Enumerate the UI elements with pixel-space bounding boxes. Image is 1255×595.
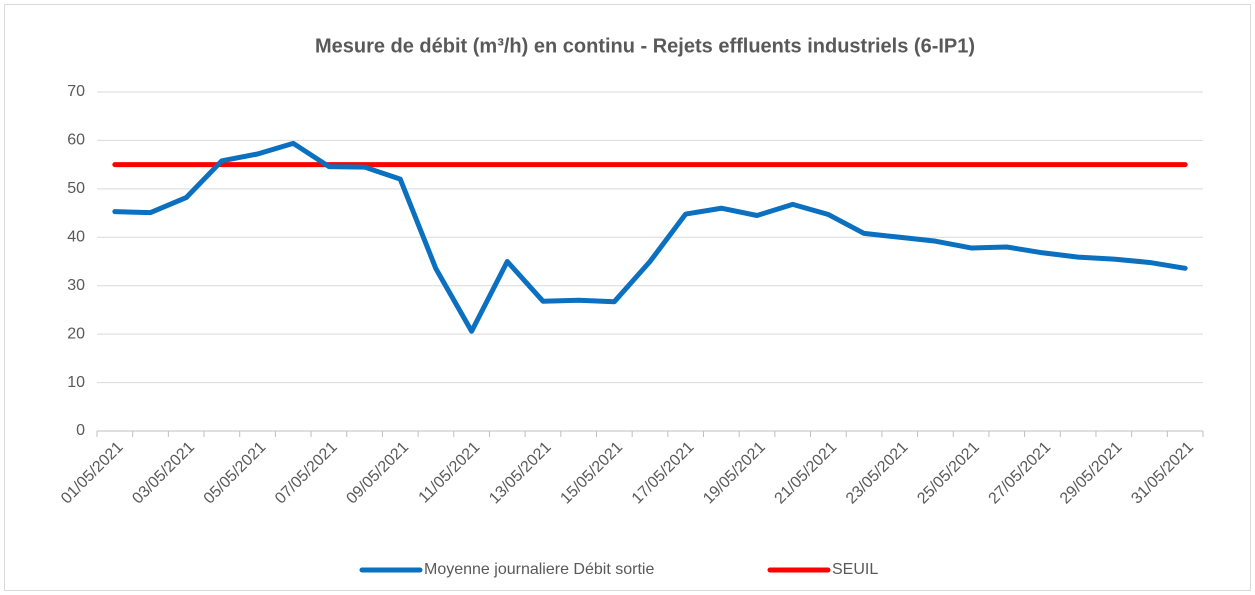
y-tick-label: 60 <box>67 132 85 149</box>
legend-label: SEUIL <box>832 561 878 578</box>
chart-border <box>4 4 1251 591</box>
y-tick-label: 20 <box>67 325 85 342</box>
y-tick-label: 40 <box>67 229 85 246</box>
y-tick-label: 50 <box>67 180 85 197</box>
y-tick-label: 10 <box>67 374 85 391</box>
legend-label: Moyenne journaliere Débit sortie <box>424 561 654 578</box>
y-tick-label: 0 <box>76 422 85 439</box>
chart-title: Mesure de débit (m³/h) en continu - Reje… <box>315 35 975 57</box>
y-tick-label: 70 <box>67 83 85 100</box>
y-tick-label: 30 <box>67 277 85 294</box>
data-line <box>112 140 1188 334</box>
